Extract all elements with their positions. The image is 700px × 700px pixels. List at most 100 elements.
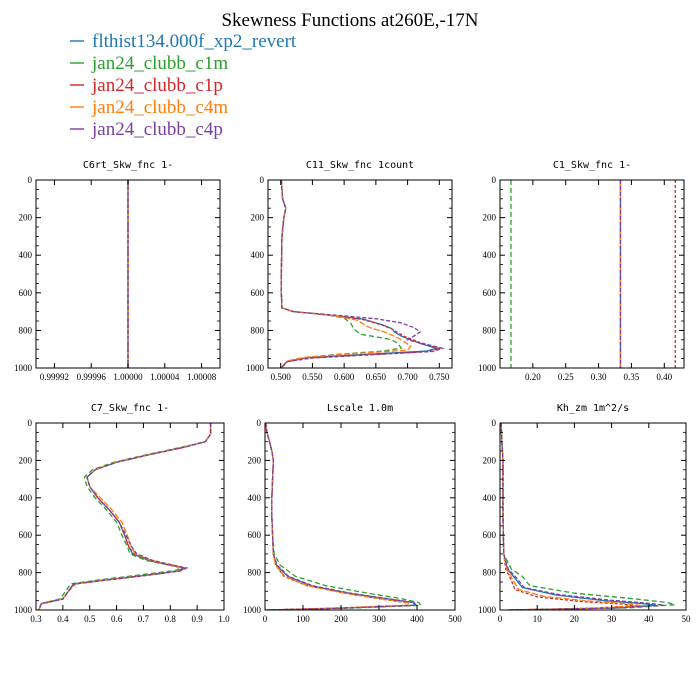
y-tick-label: 400 bbox=[251, 250, 265, 260]
x-tick-label: 0.500 bbox=[271, 372, 292, 382]
panel-title: C6rt_Skw_fnc 1- bbox=[83, 160, 173, 171]
x-tick-label: 500 bbox=[448, 614, 462, 624]
x-tick-label: 0.3 bbox=[30, 614, 42, 624]
x-tick-label: 1.00000 bbox=[113, 372, 143, 382]
x-tick-label: 0.650 bbox=[366, 372, 387, 382]
chart-panel: C1_Skw_fnc 1- 0 200 400 600 800 1000 0.20 0.25 0.… bbox=[478, 160, 685, 382]
panel-title: C1_Skw_fnc 1- bbox=[553, 160, 631, 171]
y-tick-label: 200 bbox=[19, 455, 33, 465]
x-tick-label: 0.99992 bbox=[40, 372, 69, 382]
series-line bbox=[500, 423, 664, 610]
x-tick-label: 30 bbox=[607, 614, 617, 624]
y-tick-label: 1000 bbox=[14, 605, 33, 615]
legend-label: jan24_clubb_c1m bbox=[91, 53, 228, 74]
x-tick-label: 40 bbox=[644, 614, 654, 624]
y-tick-label: 800 bbox=[483, 568, 497, 578]
y-tick-label: 800 bbox=[248, 568, 262, 578]
y-tick-label: 800 bbox=[19, 325, 33, 335]
y-tick-label: 200 bbox=[19, 213, 33, 223]
x-tick-label: 0.25 bbox=[558, 372, 574, 382]
x-tick-label: 100 bbox=[296, 614, 310, 624]
legend-label: jan24_clubb_c1p bbox=[91, 75, 223, 96]
y-tick-label: 200 bbox=[248, 455, 262, 465]
legend-item: flthist134.000f_xp2_revert bbox=[70, 31, 297, 52]
y-tick-label: 0 bbox=[28, 418, 33, 428]
x-tick-label: 50 bbox=[682, 614, 692, 624]
y-tick-label: 200 bbox=[483, 213, 497, 223]
x-tick-label: 10 bbox=[533, 614, 543, 624]
chart-panel: C6rt_Skw_fnc 1- 0 200 400 600 800 1000 0.99992 0… bbox=[14, 160, 221, 382]
x-tick-label: 0.99996 bbox=[77, 372, 107, 382]
y-tick-label: 600 bbox=[483, 530, 497, 540]
legend-item: jan24_clubb_c4m bbox=[70, 97, 228, 118]
x-tick-label: 20 bbox=[570, 614, 580, 624]
x-tick-label: 0.6 bbox=[111, 614, 123, 624]
panel-title: Kh_zm 1m^2/s bbox=[557, 403, 629, 414]
y-tick-label: 400 bbox=[248, 493, 262, 503]
x-tick-label: 0.7 bbox=[138, 614, 150, 624]
x-tick-label: 1.00008 bbox=[187, 372, 217, 382]
y-tick-label: 400 bbox=[483, 493, 497, 503]
y-tick-label: 600 bbox=[19, 288, 33, 298]
panel-title: C7_Skw_fnc 1- bbox=[91, 403, 169, 414]
x-tick-label: 0.700 bbox=[397, 372, 418, 382]
y-tick-label: 800 bbox=[483, 325, 497, 335]
x-tick-label: 0.4 bbox=[57, 614, 69, 624]
legend-item: jan24_clubb_c1p bbox=[70, 75, 223, 96]
x-tick-label: 0.9 bbox=[192, 614, 204, 624]
series-line bbox=[265, 423, 411, 610]
x-tick-label: 0 bbox=[498, 614, 503, 624]
y-tick-label: 800 bbox=[251, 325, 265, 335]
chart-panel: C11_Skw_fnc 1count 0 200 400 600 800 1000 0.500… bbox=[246, 160, 453, 382]
y-tick-label: 0 bbox=[260, 175, 265, 185]
series-line bbox=[280, 180, 442, 368]
x-tick-label: 0.600 bbox=[334, 372, 355, 382]
x-tick-label: 0.40 bbox=[656, 372, 672, 382]
legend-label: jan24_clubb_c4m bbox=[91, 97, 228, 118]
y-tick-label: 400 bbox=[19, 493, 33, 503]
series-line bbox=[280, 180, 445, 368]
y-tick-label: 1000 bbox=[14, 363, 33, 373]
legend-label: flthist134.000f_xp2_revert bbox=[92, 31, 297, 52]
series-line bbox=[38, 423, 212, 610]
x-tick-label: 0 bbox=[263, 614, 268, 624]
figure-title: Skewness Functions at260E,-17N bbox=[221, 10, 478, 31]
x-tick-label: 0.550 bbox=[302, 372, 323, 382]
y-tick-label: 0 bbox=[492, 175, 497, 185]
series-group bbox=[500, 423, 676, 610]
x-tick-label: 0.30 bbox=[591, 372, 607, 382]
y-tick-label: 600 bbox=[483, 288, 497, 298]
panel-title: Lscale 1.0m bbox=[327, 403, 393, 414]
x-tick-label: 300 bbox=[372, 614, 386, 624]
x-tick-label: 200 bbox=[334, 614, 348, 624]
y-tick-label: 0 bbox=[28, 175, 33, 185]
y-tick-label: 200 bbox=[251, 213, 265, 223]
y-tick-label: 0 bbox=[492, 418, 497, 428]
y-tick-label: 1000 bbox=[478, 605, 497, 615]
series-group bbox=[38, 423, 212, 610]
y-tick-label: 1000 bbox=[246, 363, 265, 373]
y-tick-label: 1000 bbox=[243, 605, 262, 615]
legend-item: jan24_clubb_c4p bbox=[70, 119, 223, 140]
y-tick-label: 200 bbox=[483, 455, 497, 465]
y-tick-label: 400 bbox=[19, 250, 33, 260]
x-tick-label: 1.00004 bbox=[150, 372, 180, 382]
legend-item: jan24_clubb_c1m bbox=[70, 53, 228, 74]
series-line bbox=[280, 180, 403, 368]
series-line bbox=[38, 423, 212, 610]
x-tick-label: 0.750 bbox=[429, 372, 450, 382]
series-group bbox=[280, 180, 445, 368]
x-tick-label: 1.0 bbox=[218, 614, 230, 624]
y-tick-label: 400 bbox=[483, 250, 497, 260]
x-tick-label: 0.35 bbox=[624, 372, 640, 382]
series-line bbox=[265, 423, 418, 610]
series-line bbox=[38, 423, 212, 610]
legend-label: jan24_clubb_c4p bbox=[91, 119, 223, 140]
x-tick-label: 0.8 bbox=[165, 614, 177, 624]
panel-title: C11_Skw_fnc 1count bbox=[306, 160, 414, 171]
